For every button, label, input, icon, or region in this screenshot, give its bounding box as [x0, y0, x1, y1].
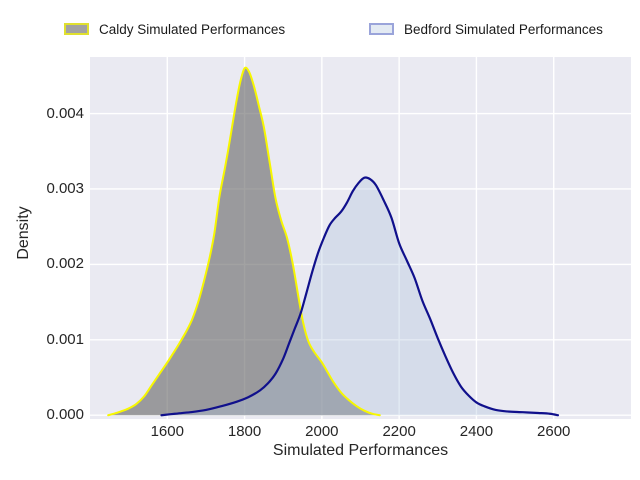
y-axis-title: Density — [15, 206, 32, 260]
x-tick-label: 1600 — [150, 423, 184, 440]
x-axis-title: Simulated Performances — [272, 442, 449, 459]
y-tick-label: 0.002 — [46, 255, 84, 273]
y-tick-label: 0.000 — [46, 406, 84, 424]
caldy-density-line — [107, 66, 381, 417]
x-tick-label: 2400 — [459, 423, 494, 440]
caldy-density-area — [108, 67, 380, 416]
bedford-legend-swatch-icon — [369, 23, 394, 35]
x-tick-label: 2000 — [305, 423, 339, 440]
caldy-legend-swatch-icon — [64, 23, 89, 35]
legend-entry-caldy: Caldy Simulated Performances — [64, 21, 285, 37]
bedford-legend-label: Bedford Simulated Performances — [404, 21, 603, 37]
y-tick-label: 0.003 — [46, 179, 84, 197]
bedford-density-area — [161, 177, 558, 416]
y-tick-label: 0.004 — [46, 104, 84, 122]
caldy-legend-label: Caldy Simulated Performances — [99, 21, 286, 37]
legend-entry-bedford: Bedford Simulated Performances — [369, 21, 603, 37]
x-tick-label: 1800 — [227, 423, 262, 440]
bedford-density-line — [160, 176, 560, 417]
x-tick-label: 2200 — [382, 423, 416, 440]
y-tick-label: 0.001 — [46, 330, 84, 348]
x-tick-label: 2600 — [537, 423, 571, 440]
